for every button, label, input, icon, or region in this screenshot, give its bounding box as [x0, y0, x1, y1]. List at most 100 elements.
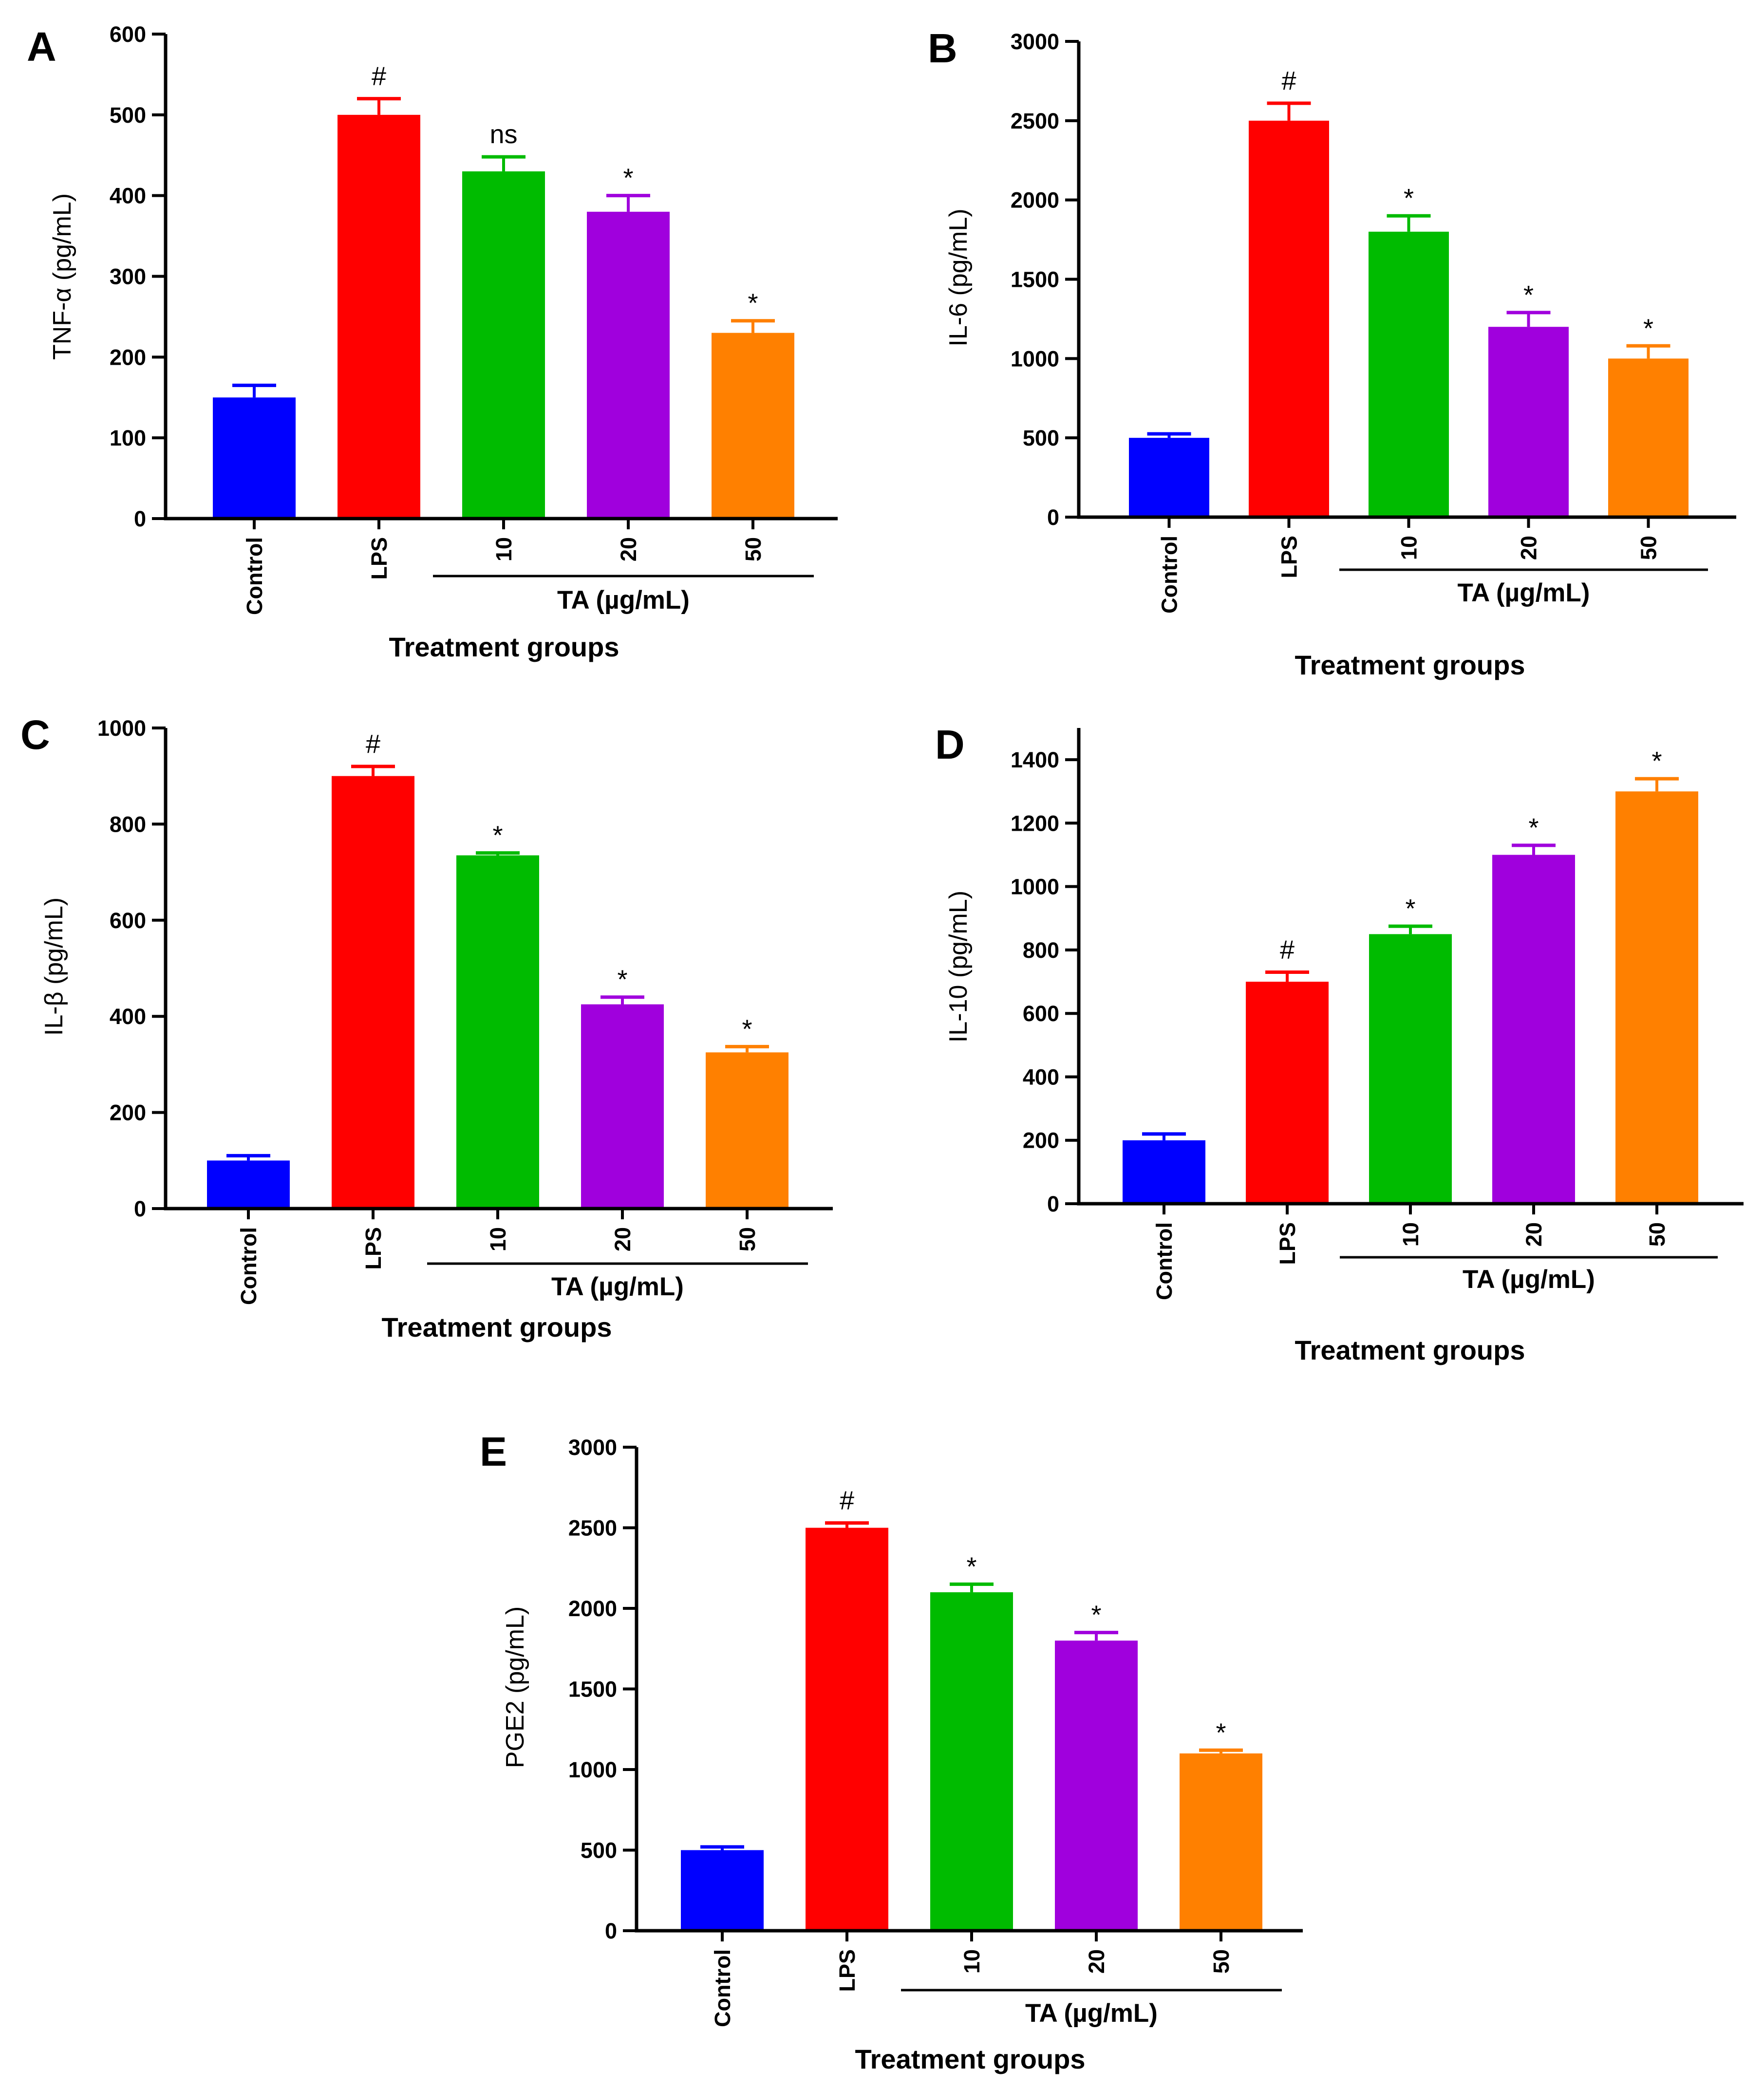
axes [164, 728, 833, 1211]
x-axis-title: Treatment groups [1295, 1335, 1525, 1365]
group-label: TA (µg/mL) [1463, 1265, 1595, 1294]
significance-label: # [1280, 935, 1295, 965]
panel-letter: B [928, 25, 957, 71]
x-category-label: 20 [1517, 536, 1541, 560]
x-category-label: Control [1157, 536, 1182, 614]
bar-20 [1055, 1641, 1138, 1931]
group-label: TA (µg/mL) [557, 586, 690, 615]
bar-lps [332, 776, 414, 1209]
bar-lps [1249, 120, 1329, 518]
x-axis-title: Treatment groups [1295, 650, 1525, 680]
panel-b: B 0 500 1000 1500 2000 2500 3000 IL-6 (pg/mL) Con… [928, 25, 1736, 680]
y-tick-label: 0 [1047, 505, 1059, 530]
bar-20 [1488, 327, 1569, 517]
x-category-label: 10 [959, 1949, 984, 1974]
x-category-label: 20 [1521, 1222, 1546, 1247]
y-tick-label: 1400 [1011, 747, 1059, 772]
x-category-label: LPS [1277, 536, 1302, 578]
significance-label: * [492, 821, 503, 850]
significance-label: * [1643, 314, 1653, 343]
bar-control [207, 1160, 290, 1209]
y-tick-label: 0 [134, 506, 146, 531]
x-category-label: Control [710, 1949, 735, 2027]
group-label: TA (µg/mL) [1458, 578, 1590, 607]
significance-label: * [1405, 894, 1415, 923]
x-category-label: 50 [1645, 1222, 1670, 1247]
y-tick-label: 500 [1023, 426, 1059, 450]
significance-label: # [366, 729, 380, 759]
significance-label: * [1404, 184, 1414, 213]
bar-10 [930, 1592, 1013, 1931]
panel-a: A 0 100 200 300 400 500 600 TNF-α (pg/mL) Control… [27, 22, 838, 662]
x-category-label: 50 [735, 1227, 760, 1251]
bar-50 [706, 1052, 788, 1209]
y-tick-label: 500 [110, 103, 146, 128]
y-axis-title: IL-10 (pg/mL) [944, 891, 973, 1043]
y-tick-label: 1500 [1011, 267, 1059, 292]
x-category-label: 50 [1209, 1949, 1234, 1974]
significance-label: * [623, 164, 633, 193]
y-tick-label: 2500 [568, 1516, 617, 1541]
axes [1077, 728, 1744, 1206]
panel-letter: A [27, 24, 56, 70]
x-category-label: LPS [835, 1949, 860, 1992]
y-tick-label: 1000 [97, 716, 146, 741]
panel-letter: C [20, 712, 50, 758]
significance-label: * [1216, 1718, 1226, 1747]
significance-label: * [1091, 1601, 1101, 1630]
y-tick-label: 100 [110, 426, 146, 450]
y-axis-title: PGE2 (pg/mL) [501, 1606, 529, 1768]
bar-20 [587, 211, 670, 519]
bar-control [681, 1850, 764, 1931]
x-axis-title: Treatment groups [382, 1312, 612, 1342]
significance-label: * [966, 1552, 976, 1581]
x-category-label: Control [242, 537, 267, 615]
y-tick-label: 500 [581, 1838, 617, 1863]
x-category-label: 10 [491, 537, 516, 561]
y-tick-label: 1500 [568, 1677, 617, 1702]
y-tick-label: 0 [605, 1919, 617, 1943]
x-axis-title: Treatment groups [389, 632, 619, 662]
y-tick-label: 400 [110, 1004, 146, 1029]
panel-letter: D [935, 722, 965, 767]
significance-label: * [1523, 280, 1534, 310]
y-tick-label: 1000 [1011, 346, 1059, 371]
panel-c: C 0 200 400 600 800 1000 IL-β (pg/mL) Control # LP… [20, 712, 833, 1342]
y-tick-label: 3000 [568, 1435, 617, 1460]
y-axis-title: IL-6 (pg/mL) [944, 208, 973, 346]
y-tick-label: 300 [110, 264, 146, 289]
y-tick-label: 200 [110, 345, 146, 370]
y-axis-title: IL-β (pg/mL) [40, 897, 68, 1036]
bar-10 [462, 171, 545, 519]
x-category-label: 20 [616, 537, 641, 561]
x-category-label: 50 [741, 537, 766, 561]
bar-10 [456, 855, 539, 1209]
x-category-label: LPS [1275, 1222, 1300, 1265]
bar-10 [1369, 231, 1449, 517]
bar-lps [1246, 982, 1329, 1204]
axes [1077, 41, 1736, 519]
y-tick-label: 1000 [568, 1757, 617, 1782]
y-tick-label: 3000 [1011, 29, 1059, 54]
y-tick-label: 800 [110, 812, 146, 837]
y-tick-label: 2000 [1011, 188, 1059, 213]
significance-label: * [1651, 746, 1662, 776]
significance-label: * [617, 965, 627, 994]
x-category-label: 10 [1398, 1222, 1423, 1247]
y-tick-label: 2000 [568, 1596, 617, 1621]
panel-d: D 0 200 400 600 800 1000 1200 1400 IL-10 (pg/mL) C… [935, 722, 1744, 1365]
y-tick-label: 200 [1023, 1128, 1059, 1153]
axes [164, 34, 838, 521]
bar-lps [806, 1528, 888, 1931]
panel-e: E 0 500 1000 1500 2000 2500 3000 PGE2 (pg/mL) Con… [480, 1429, 1303, 2074]
bar-lps [338, 114, 420, 519]
x-category-label: LPS [361, 1227, 386, 1270]
x-category-label: Control [1152, 1222, 1177, 1300]
bar-control [1123, 1140, 1205, 1204]
significance-label: * [748, 289, 758, 318]
x-category-label: 10 [1397, 536, 1422, 560]
group-label: TA (µg/mL) [551, 1272, 684, 1301]
bar-50 [1615, 791, 1698, 1204]
group-label: TA (µg/mL) [1025, 1999, 1158, 2028]
x-category-label: 20 [1084, 1949, 1109, 1974]
